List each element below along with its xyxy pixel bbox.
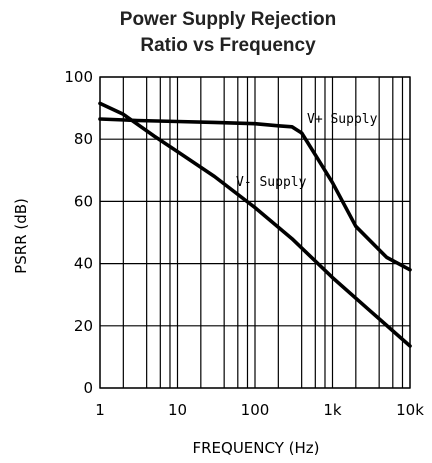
y-tick-label: 40 bbox=[74, 255, 93, 273]
y-tick-label: 0 bbox=[83, 379, 93, 397]
y-tick-label: 20 bbox=[74, 317, 93, 335]
x-tick-label: 10 bbox=[168, 401, 187, 419]
series-line-v-minus bbox=[98, 101, 412, 348]
x-tick-label: 1k bbox=[323, 401, 342, 419]
x-tick-label: 100 bbox=[241, 401, 270, 419]
x-axis-ticks: 1 10 100 1k 10k bbox=[95, 401, 424, 419]
x-tick-label: 1 bbox=[95, 401, 105, 419]
y-tick-label: 100 bbox=[64, 68, 93, 86]
y-tick-label: 80 bbox=[74, 130, 93, 148]
y-tick-label: 60 bbox=[74, 192, 93, 210]
series-label-v-minus: V- Supply bbox=[236, 175, 307, 190]
y-axis-ticks: 0 20 40 60 80 100 bbox=[64, 68, 93, 397]
series-label-v-plus: V+ Supply bbox=[307, 112, 378, 127]
plot-frame bbox=[99, 76, 411, 389]
series-lines bbox=[98, 101, 412, 348]
chart-title-line-1: Power Supply Rejection bbox=[120, 9, 336, 30]
x-tick-label: 10k bbox=[396, 401, 424, 419]
chart-title-line-2: Ratio vs Frequency bbox=[140, 35, 316, 56]
series-line-v-plus bbox=[98, 117, 412, 272]
x-axis-label: FREQUENCY (Hz) bbox=[192, 439, 319, 457]
y-axis-label: PSRR (dB) bbox=[12, 198, 30, 274]
